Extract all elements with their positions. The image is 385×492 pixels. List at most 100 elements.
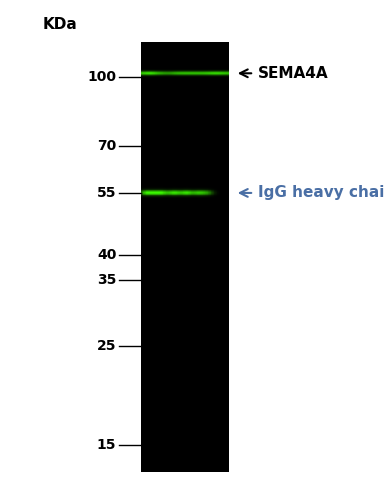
Bar (218, 191, 219, 192)
Bar (224, 198, 226, 199)
Bar (143, 194, 144, 195)
Bar (163, 196, 164, 197)
Bar (172, 197, 173, 198)
Bar (228, 192, 229, 193)
Bar (165, 197, 166, 198)
Bar (212, 187, 213, 188)
Bar (189, 194, 190, 195)
Bar (143, 186, 144, 187)
Bar (167, 191, 168, 192)
Bar (228, 193, 229, 194)
Bar (224, 190, 225, 191)
Bar (161, 191, 162, 192)
Bar (225, 194, 226, 195)
Bar (156, 192, 157, 193)
Bar (204, 194, 205, 195)
Bar (149, 197, 150, 198)
Bar (146, 187, 147, 188)
Bar (170, 194, 171, 195)
Bar (146, 196, 147, 197)
Bar (211, 187, 213, 188)
Bar (223, 189, 224, 190)
Bar (145, 197, 146, 198)
Bar (162, 187, 164, 188)
Bar (203, 188, 204, 189)
Bar (174, 194, 175, 195)
Bar (154, 195, 156, 196)
Bar (226, 196, 227, 197)
Bar (182, 197, 183, 198)
Bar (208, 197, 209, 198)
Bar (209, 196, 210, 197)
Bar (224, 193, 225, 194)
Bar (191, 191, 192, 192)
Bar (198, 197, 199, 198)
Bar (172, 191, 173, 192)
Bar (219, 193, 220, 194)
Bar (208, 188, 209, 189)
Bar (172, 190, 173, 191)
Bar (201, 192, 202, 193)
Bar (191, 187, 192, 188)
Bar (195, 198, 196, 199)
Bar (182, 194, 184, 195)
Bar (149, 197, 150, 198)
Bar (219, 197, 221, 198)
Bar (195, 197, 196, 198)
Bar (150, 191, 151, 192)
Bar (144, 189, 146, 190)
Bar (178, 190, 179, 191)
Bar (216, 198, 217, 199)
Bar (223, 194, 224, 195)
Bar (174, 191, 176, 192)
Bar (157, 191, 158, 192)
Bar (199, 197, 200, 198)
Bar (200, 188, 201, 189)
Bar (222, 190, 223, 191)
Bar (220, 194, 221, 195)
Bar (169, 193, 170, 194)
Bar (142, 198, 143, 199)
Bar (189, 186, 190, 187)
Bar (150, 198, 151, 199)
Bar (152, 186, 154, 187)
Bar (182, 194, 183, 195)
Bar (191, 197, 192, 198)
Bar (213, 186, 214, 187)
Bar (183, 197, 184, 198)
Bar (161, 187, 162, 188)
Bar (170, 198, 171, 199)
Bar (212, 191, 213, 192)
Bar (154, 189, 156, 190)
Bar (179, 192, 180, 193)
Bar (144, 197, 145, 198)
Bar (222, 186, 223, 187)
Bar (165, 192, 166, 193)
Bar (197, 194, 198, 195)
Bar (226, 197, 227, 198)
Bar (186, 191, 187, 192)
Bar (228, 190, 229, 191)
Bar (144, 186, 146, 187)
Bar (177, 195, 179, 196)
Bar (208, 187, 209, 188)
Bar (171, 198, 172, 199)
Bar (205, 196, 206, 197)
Bar (148, 192, 149, 193)
Bar (164, 192, 165, 193)
Bar (179, 189, 180, 190)
Bar (146, 192, 147, 193)
Bar (149, 187, 151, 188)
Bar (189, 187, 190, 188)
Bar (161, 198, 162, 199)
Bar (174, 194, 175, 195)
Bar (196, 191, 197, 192)
Bar (209, 187, 210, 188)
Bar (149, 192, 151, 193)
Bar (162, 197, 163, 198)
Bar (214, 197, 216, 198)
Bar (198, 188, 199, 189)
Bar (204, 193, 205, 194)
Bar (151, 190, 152, 191)
Bar (150, 196, 151, 197)
